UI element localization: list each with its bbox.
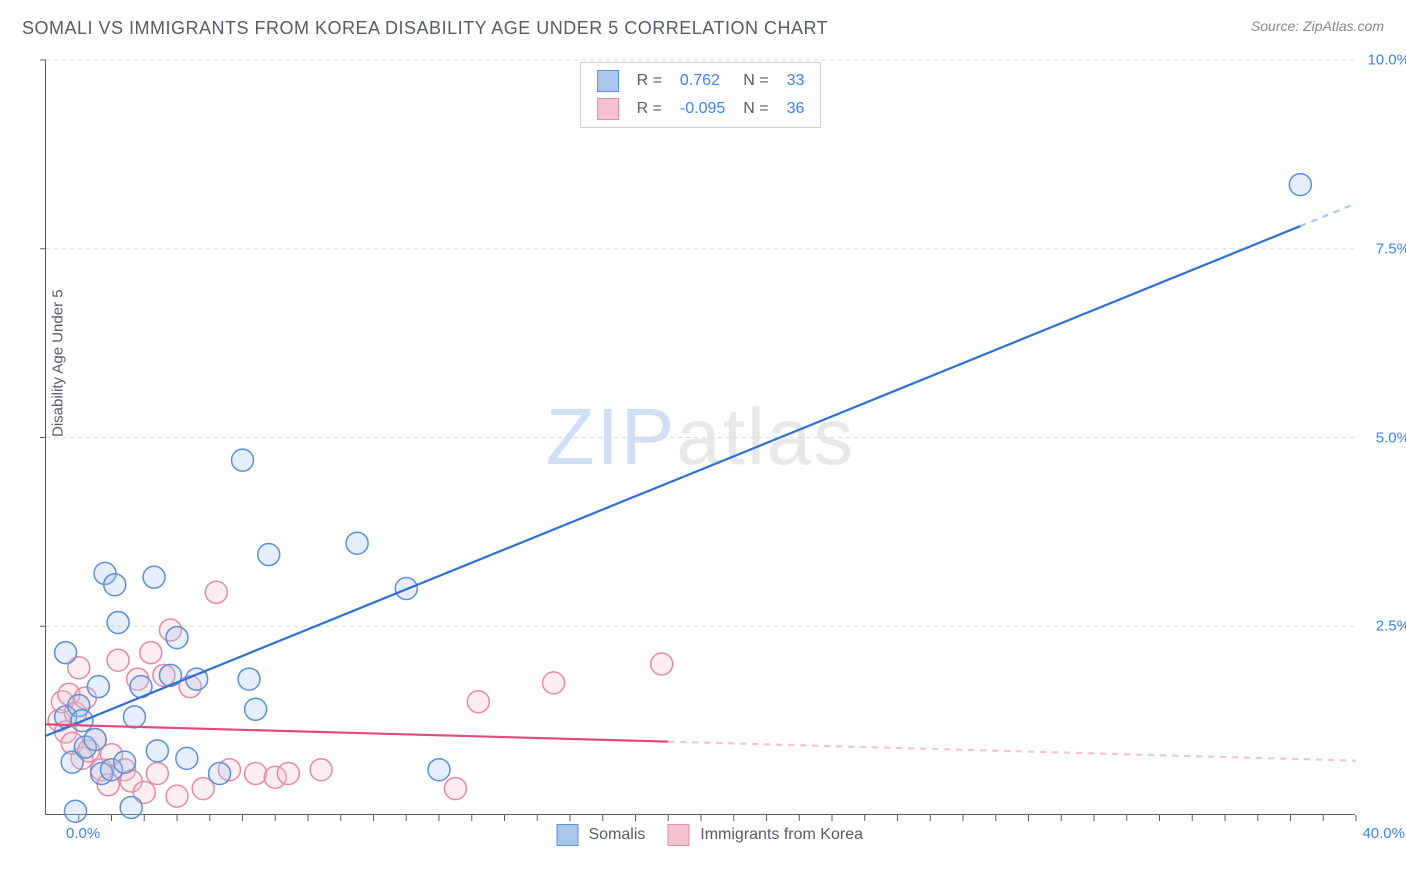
legend-swatch-korea — [597, 98, 619, 120]
legend-R-label: R = — [629, 68, 670, 94]
legend-correlation: R = 0.762 N = 33 R = -0.095 N = 36 — [580, 62, 822, 128]
legend-N-label: N = — [735, 68, 776, 94]
legend-R-label: R = — [629, 96, 670, 122]
legend-row-somalis: R = 0.762 N = 33 — [589, 68, 813, 94]
legend-N-label: N = — [735, 96, 776, 122]
legend-row-korea: R = -0.095 N = 36 — [589, 96, 813, 122]
y-tick-label: 5.0% — [1376, 429, 1406, 446]
plot-area: ZIPatlas Disability Age Under 5 2.5%5.0%… — [45, 60, 1355, 815]
legend-N-korea: 36 — [779, 96, 813, 122]
chart-title: SOMALI VS IMMIGRANTS FROM KOREA DISABILI… — [22, 18, 828, 39]
x-max-label: 40.0% — [1362, 825, 1405, 842]
x-origin-label: 0.0% — [66, 825, 100, 842]
y-axis-label: Disability Age Under 5 — [50, 289, 67, 437]
plot-svg — [46, 60, 1355, 814]
legend-label-somalis: Somalis — [588, 826, 645, 843]
legend-swatch-somalis — [597, 70, 619, 92]
source-attribution: Source: ZipAtlas.com — [1251, 18, 1384, 34]
legend-R-korea: -0.095 — [672, 96, 733, 122]
legend-swatch-somalis — [556, 824, 578, 846]
legend-N-somalis: 33 — [779, 68, 813, 94]
legend-label-korea: Immigrants from Korea — [700, 826, 863, 843]
legend-series: Somalis Immigrants from Korea — [538, 824, 863, 846]
correlation-chart: SOMALI VS IMMIGRANTS FROM KOREA DISABILI… — [0, 0, 1406, 892]
y-tick-label: 7.5% — [1376, 240, 1406, 257]
legend-swatch-korea — [668, 824, 690, 846]
legend-correlation-table: R = 0.762 N = 33 R = -0.095 N = 36 — [587, 66, 815, 124]
legend-R-somalis: 0.762 — [672, 68, 733, 94]
y-tick-label: 10.0% — [1367, 52, 1406, 69]
y-tick-label: 2.5% — [1376, 618, 1406, 635]
